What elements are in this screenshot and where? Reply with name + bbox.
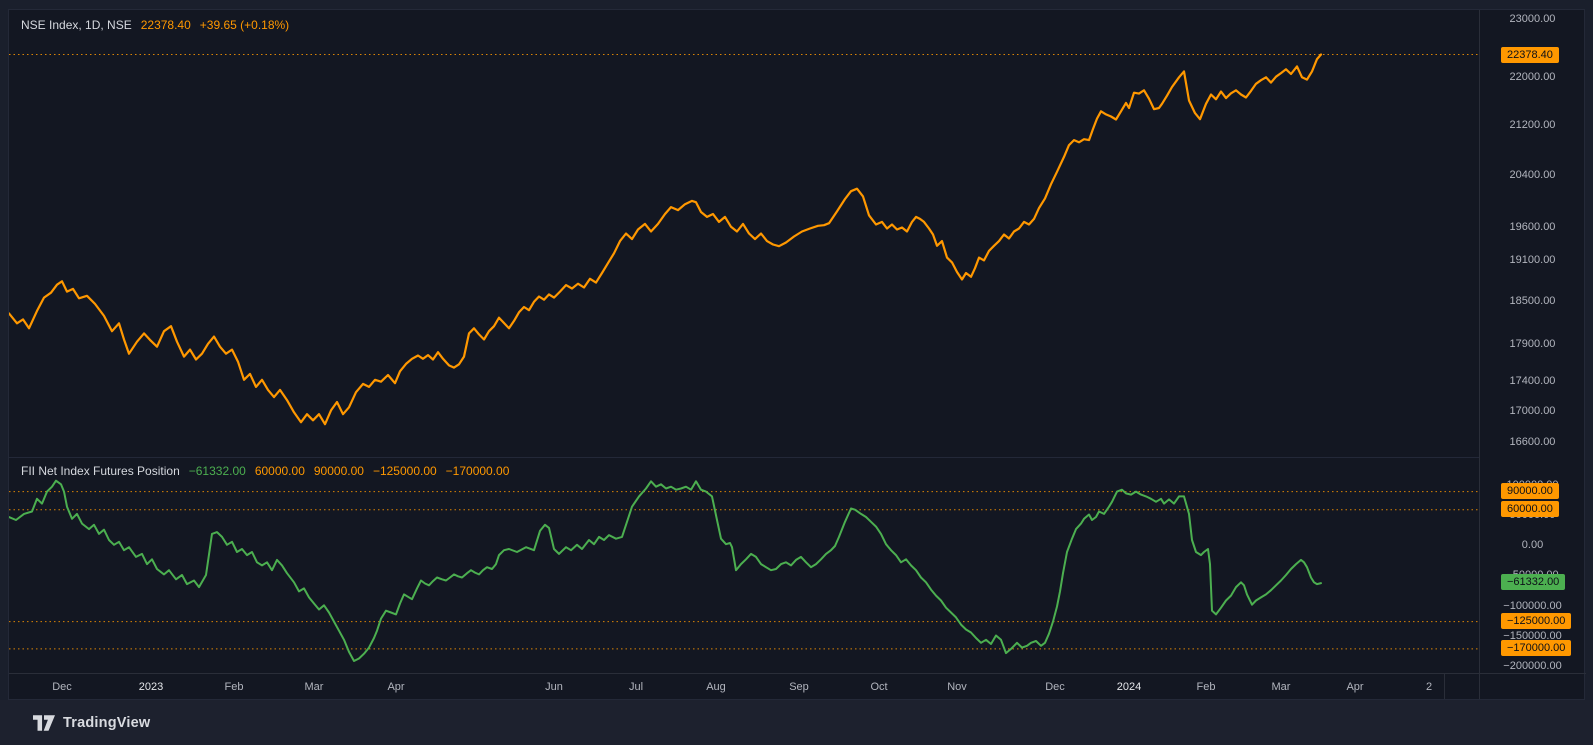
price-axis-label: −200000.00 [1503, 660, 1562, 672]
price-axis-badge: 60000.00 [1501, 500, 1559, 517]
time-axis-label: Apr [387, 681, 405, 693]
year-gridline [1444, 674, 1445, 699]
time-axis[interactable]: Dec 2023 Feb Mar Apr Jun Jul Aug Sep Oct Nov Dec 202… [9, 673, 1586, 699]
time-axis-label: Oct [870, 681, 888, 693]
price-pane[interactable]: NSE Index, 1D, NSE 22378.40 +39.65 (+0.1… [9, 10, 1479, 457]
time-axis-label: 2023 [138, 681, 164, 693]
indicator-title[interactable]: FII Net Index Futures Position [21, 464, 180, 478]
chart-frame: NSE Index, 1D, NSE 22378.40 +39.65 (+0.1… [8, 9, 1586, 700]
price-axis-label: 19600.00 [1509, 220, 1556, 233]
time-axis-label: Mar [1271, 681, 1291, 693]
price-axis-label: 23000.00 [1509, 13, 1556, 25]
symbol-title[interactable]: NSE Index, 1D, NSE [21, 18, 132, 32]
time-axis-label: Sep [789, 681, 809, 693]
indicator-level-minus170000: −170000.00 [445, 464, 510, 478]
price-axis-label: 18500.00 [1509, 295, 1556, 308]
nse-index-line[interactable] [9, 53, 1323, 426]
price-axis-badge: 22378.40 [1501, 46, 1559, 63]
price-axis-label: 0.00 [1521, 539, 1544, 551]
tradingview-wordmark[interactable]: TradingView [63, 714, 151, 731]
time-axis-label: Dec [52, 681, 72, 693]
last-price-value: 22378.40 [140, 18, 191, 32]
price-axis-label: −150000.00 [1503, 629, 1562, 642]
time-axis-label: Feb [224, 681, 244, 693]
price-axis[interactable]: 23000.00 22000.00 21200.00 20400.00 19600.00… [1479, 10, 1585, 699]
price-axis-label: 16600.00 [1509, 436, 1556, 448]
indicator-level-60000: 60000.00 [254, 464, 305, 478]
price-axis-label: 17000.00 [1509, 405, 1556, 418]
time-axis-label: Apr [1346, 681, 1364, 693]
price-change-value: +39.65 (+0.18%) [199, 18, 290, 32]
time-axis-label: Dec [1045, 681, 1065, 693]
price-axis-label: 17900.00 [1509, 338, 1556, 351]
time-axis-label: Aug [706, 681, 726, 693]
indicator-pane[interactable]: FII Net Index Futures Position −61332.00… [9, 457, 1479, 673]
symbol-legend: NSE Index, 1D, NSE 22378.40 +39.65 (+0.1… [21, 18, 289, 32]
tradingview-logo-icon[interactable] [33, 714, 55, 731]
time-axis-label: Jul [628, 681, 644, 693]
price-axis-badge: −125000.00 [1501, 612, 1572, 629]
price-pane-canvas [9, 53, 1479, 426]
bottom-toolbar: TradingView [0, 700, 1593, 745]
indicator-level-minus125000: −125000.00 [372, 464, 437, 478]
time-axis-label: 2024 [1116, 681, 1142, 693]
price-axis-label: 17400.00 [1509, 374, 1556, 387]
price-axis-label: 21200.00 [1509, 118, 1556, 131]
time-axis-label: 2 [1425, 681, 1433, 693]
price-axis-label: 20400.00 [1509, 168, 1556, 181]
price-axis-badge: 90000.00 [1501, 482, 1559, 499]
price-axis-label: −100000.00 [1503, 599, 1562, 612]
time-axis-label: Nov [947, 681, 967, 693]
fii-net-position-line[interactable] [9, 479, 1322, 662]
price-axis-badge: −61332.00 [1501, 574, 1566, 591]
indicator-legend: FII Net Index Futures Position −61332.00… [21, 464, 509, 478]
indicator-pane-canvas [9, 479, 1479, 662]
price-axis-label: 22000.00 [1509, 70, 1556, 83]
time-axis-label: Mar [304, 681, 324, 693]
price-axis-badge: −170000.00 [1501, 639, 1572, 656]
time-axis-label: Jun [545, 681, 563, 693]
indicator-level-90000: 90000.00 [313, 464, 364, 478]
price-axis-label: 19100.00 [1509, 254, 1556, 267]
time-axis-label: Feb [1196, 681, 1216, 693]
indicator-last-value: −61332.00 [188, 464, 246, 478]
